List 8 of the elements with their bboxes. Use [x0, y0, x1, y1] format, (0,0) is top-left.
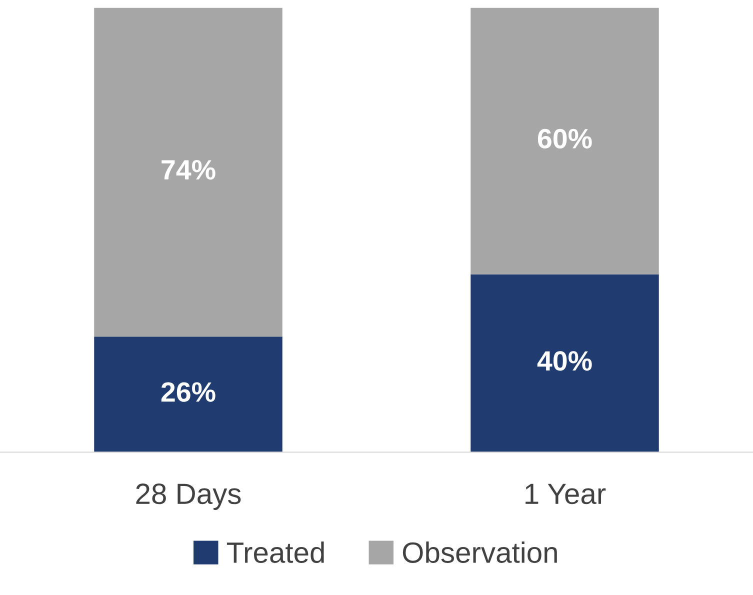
x-tick-label: 28 Days — [136, 484, 241, 510]
data-label: 26% — [161, 382, 216, 402]
data-label: 40% — [537, 351, 592, 371]
data-label: 74% — [162, 160, 216, 180]
legend-label: Treated — [226, 542, 324, 563]
data-label: 60% — [538, 128, 592, 149]
x-tick-label: 1 Year — [526, 484, 606, 504]
legend-label: Observation — [402, 542, 557, 563]
